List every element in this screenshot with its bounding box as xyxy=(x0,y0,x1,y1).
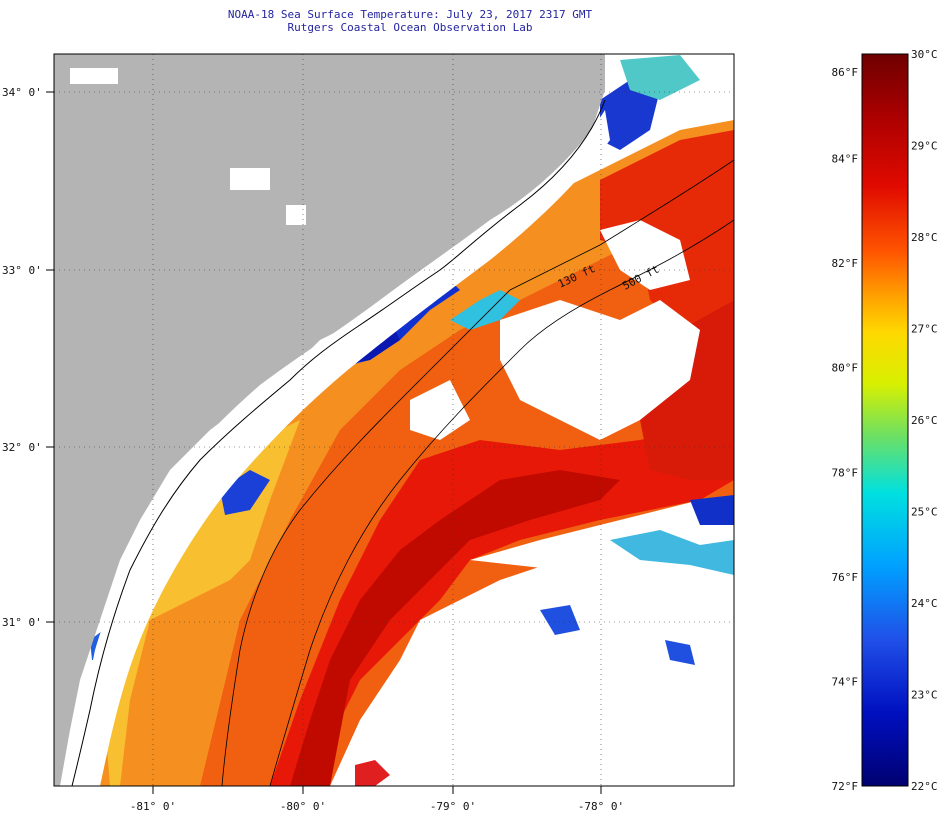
sst-cyan-patch xyxy=(620,55,700,100)
lat-label: 34° 0' xyxy=(2,86,42,99)
colorbar-label-f: 82°F xyxy=(832,257,859,270)
isobath-500ft xyxy=(269,219,734,786)
sst-cold-patch xyxy=(540,605,580,635)
colorbar-label-c: 30°C xyxy=(911,48,938,61)
colorbar-label-c: 22°C xyxy=(911,780,938,793)
lon-label: -81° 0' xyxy=(130,800,176,813)
colorbar-label-f: 78°F xyxy=(832,466,859,479)
lat-label: 31° 0' xyxy=(2,616,42,629)
colorbar-label-f: 84°F xyxy=(832,153,859,166)
map-ticks xyxy=(46,91,602,794)
sst-cyan-patch xyxy=(610,530,734,575)
map-title: NOAA-18 Sea Surface Temperature: July 23… xyxy=(227,8,593,21)
cloud-over-land xyxy=(230,168,270,190)
colorbar-label-c: 27°C xyxy=(911,323,938,336)
sst-cyan-patch xyxy=(450,290,520,330)
colorbar-label-c: 26°C xyxy=(911,414,938,427)
lon-label: -80° 0' xyxy=(280,800,326,813)
cloud-patch xyxy=(330,560,734,786)
colorbar-label-c: 28°C xyxy=(911,231,938,244)
sst-yellow-nearshore xyxy=(100,420,300,786)
lat-label: 32° 0' xyxy=(2,441,42,454)
colorbar-label-f: 76°F xyxy=(832,571,859,584)
cloud-over-land xyxy=(70,68,118,84)
colorbar-label-c: 29°C xyxy=(911,140,938,153)
lon-label: -78° 0' xyxy=(578,800,624,813)
colorbar xyxy=(861,53,909,787)
cloud-over-land xyxy=(286,205,306,225)
colorbar-label-f: 72°F xyxy=(832,780,859,793)
isobath-130ft xyxy=(221,159,734,786)
sst-cold-patch xyxy=(665,640,695,665)
cloud-patch xyxy=(500,300,700,440)
lat-label: 33° 0' xyxy=(2,264,42,277)
sst-red-stream xyxy=(270,420,734,786)
colorbar-label-f: 80°F xyxy=(832,362,859,375)
sst-red-east xyxy=(640,300,734,480)
coastline xyxy=(71,99,606,786)
colorbar-label-c: 23°C xyxy=(911,689,938,702)
colorbar-ticks: 86°F 84°F 82°F 80°F 78°F 76°F 74°F 72°F 30°C 29°C… xyxy=(832,48,938,793)
map-subtitle: Rutgers Coastal Ocean Observation Lab xyxy=(287,21,533,34)
cloud-patch xyxy=(410,380,470,440)
sst-cold-patch xyxy=(220,470,270,515)
colorbar-label-c: 25°C xyxy=(911,506,938,519)
lon-label: -79° 0' xyxy=(430,800,476,813)
graticule xyxy=(54,54,734,786)
colorbar-label-c: 24°C xyxy=(911,597,938,610)
map-frame xyxy=(53,53,735,787)
sst-darkred-core xyxy=(290,470,620,786)
sst-cold-patch xyxy=(690,495,734,525)
colorbar-label-f: 74°F xyxy=(832,675,859,688)
colorbar-label-f: 86°F xyxy=(832,66,859,79)
sst-red-blob xyxy=(355,760,390,786)
cloud-patch xyxy=(600,220,690,290)
coastal-cloud-band xyxy=(70,110,610,786)
sst-red-north xyxy=(600,130,734,330)
sst-cold-patch xyxy=(600,80,660,150)
